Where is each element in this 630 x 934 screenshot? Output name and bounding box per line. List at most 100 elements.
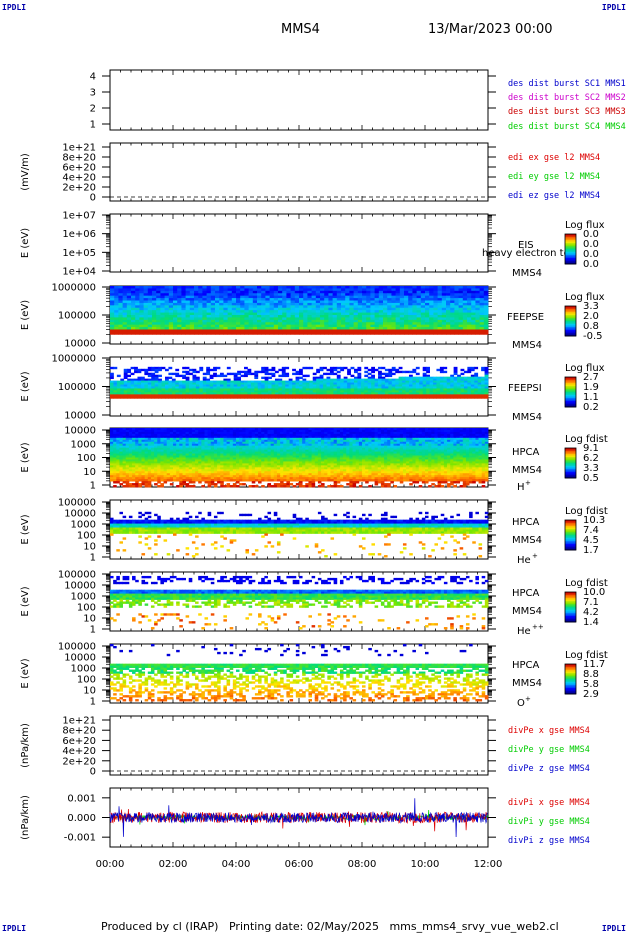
heatmap-cell — [156, 286, 161, 289]
heatmap-cell — [387, 428, 391, 431]
heatmap-cell — [131, 288, 136, 292]
heatmap-cell — [422, 384, 427, 387]
heatmap-cell — [273, 290, 279, 294]
heatmap-cell — [328, 300, 333, 304]
heatmap-cell — [347, 368, 351, 372]
heatmap-cell — [391, 384, 396, 387]
heatmap-cell — [113, 388, 118, 391]
heatmap-cell — [110, 386, 114, 389]
heatmap-cell — [250, 372, 255, 376]
heatmap-cell — [166, 437, 171, 441]
heatmap-cell — [154, 384, 159, 387]
colorbar-tick-label: 1.1 — [583, 392, 599, 403]
heatmap-cell — [130, 394, 135, 397]
heatmap-cell — [194, 286, 199, 289]
heatmap-cell — [362, 441, 366, 445]
heatmap-cell — [312, 376, 317, 380]
heatmap-cell — [182, 390, 186, 393]
heatmap-cell — [422, 390, 427, 393]
heatmap-cell — [227, 298, 233, 301]
heatmap-cell — [220, 428, 224, 431]
heatmap-cell — [151, 366, 156, 370]
heatmap-cell — [387, 300, 392, 304]
heatmap-cell — [433, 394, 437, 397]
heatmap-cell — [236, 441, 240, 445]
heatmap-cell — [282, 305, 287, 309]
heatmap-cell — [484, 396, 489, 399]
heatmap-cell — [173, 327, 178, 330]
heatmap-cell — [426, 384, 430, 387]
heatmap-cell — [140, 388, 145, 391]
heatmap-cell — [267, 435, 272, 439]
heatmap-cell — [232, 441, 237, 445]
heatmap-cell — [362, 290, 367, 294]
heatmap-cell — [305, 388, 310, 391]
heatmap-cell — [391, 366, 396, 370]
heatmap-cell — [406, 435, 410, 439]
colorbar-tick-label: 0.8 — [583, 321, 599, 332]
heatmap-cell — [254, 439, 259, 443]
heatmap-cell — [366, 300, 371, 304]
heatmap-cell — [127, 378, 132, 381]
heatmap-cell — [276, 441, 281, 445]
heatmap-cell — [299, 300, 304, 304]
heatmap-cell — [239, 435, 243, 439]
heatmap-cell — [202, 386, 207, 389]
heatmap-cell — [185, 315, 191, 318]
heatmap-cell — [384, 384, 389, 387]
heatmap-cell — [460, 382, 465, 385]
heatmap-cell — [219, 300, 224, 304]
heatmap-cell — [219, 388, 224, 391]
heatmap-cell — [113, 439, 117, 443]
heatmap-cell — [320, 310, 325, 313]
heatmap-cell — [446, 307, 451, 311]
heatmap-cell — [237, 388, 241, 391]
heatmap-cell — [154, 392, 159, 395]
heatmap-cell — [428, 435, 432, 439]
heatmap-cell — [294, 319, 300, 323]
heatmap-cell — [299, 392, 303, 395]
heatmap-cell — [122, 331, 128, 335]
heatmap-cell — [345, 331, 350, 335]
heatmap-cell — [462, 310, 468, 313]
heatmap-cell — [453, 376, 458, 380]
heatmap-cell — [229, 437, 234, 441]
heatmap-cell — [189, 319, 195, 323]
heatmap-cell — [378, 329, 384, 333]
heatmap-cell — [237, 386, 241, 389]
heatmap-cell — [185, 386, 190, 389]
heatmap-cell — [139, 329, 144, 333]
heatmap-cell — [278, 317, 283, 321]
heatmap-cell — [242, 439, 246, 443]
heatmap-cell — [278, 382, 283, 385]
heatmap-cell — [391, 327, 396, 330]
heatmap-cell — [467, 392, 472, 395]
heatmap-cell — [254, 370, 259, 374]
heatmap-cell — [399, 298, 405, 301]
footer-produced: Produced by cl (IRAP) — [101, 920, 219, 933]
heatmap-cell — [462, 322, 468, 326]
heatmap-cell — [194, 331, 199, 335]
heatmap-cell — [422, 392, 427, 395]
heatmap-cell — [345, 307, 350, 311]
heatmap-cell — [223, 443, 227, 447]
heatmap-cell — [437, 324, 443, 328]
heatmap-cell — [274, 370, 279, 374]
heatmap-cell — [415, 392, 420, 395]
heatmap-cell — [198, 286, 203, 289]
heatmap-cell — [433, 317, 438, 321]
heatmap-cell — [404, 307, 409, 311]
heatmap-cell — [169, 428, 174, 431]
heatmap-cell — [320, 312, 325, 316]
heatmap-cell — [299, 307, 304, 311]
heatmap-cell — [458, 302, 464, 306]
heatmap-cell — [113, 431, 117, 435]
heatmap-cell — [420, 295, 426, 299]
heatmap-cell — [326, 388, 331, 391]
heatmap-cell — [113, 366, 118, 370]
heatmap-cell — [367, 378, 372, 381]
heatmap-cell — [412, 386, 417, 389]
heatmap-cell — [475, 302, 480, 306]
heatmap-cell — [429, 331, 434, 335]
heatmap-cell — [280, 428, 284, 431]
